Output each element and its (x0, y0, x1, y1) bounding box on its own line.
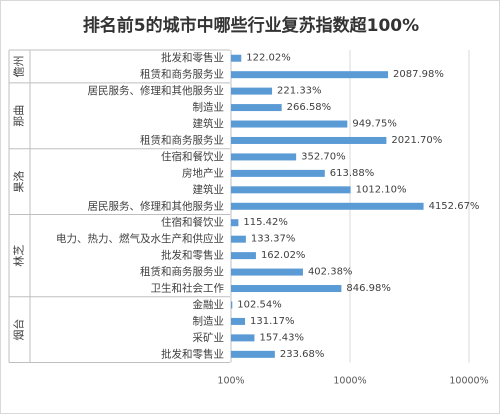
category-label: 批发和零售业 (161, 51, 224, 64)
category-label: 卫生和社会工作 (151, 282, 225, 295)
data-label: 115.42% (243, 217, 287, 228)
bar (231, 202, 424, 210)
data-label: 846.98% (346, 283, 391, 294)
category-label: 建筑业 (193, 183, 225, 196)
category-label: 租赁和商务服务业 (140, 265, 224, 278)
category-label: 批发和零售业 (161, 347, 224, 360)
bar (231, 186, 351, 194)
category-label: 金融业 (193, 298, 225, 311)
category-label: 采矿业 (193, 331, 225, 344)
bar (231, 120, 348, 128)
x-tick-label: 1000% (333, 376, 366, 387)
group-label: 那曲 (13, 105, 26, 127)
bar (231, 104, 282, 112)
group-label: 林芝 (12, 245, 26, 267)
category-label: 制造业 (193, 101, 225, 114)
x-tick-label: 100% (217, 376, 244, 387)
data-label: 352.70% (301, 151, 346, 162)
data-label: 949.75% (352, 119, 397, 130)
bar (231, 317, 246, 325)
group-label: 果洛 (12, 171, 26, 193)
category-label: 批发和零售业 (161, 249, 224, 262)
group-label: 烟台 (12, 319, 26, 341)
data-label: 2021.70% (391, 135, 442, 146)
bar (231, 268, 303, 276)
data-label: 122.02% (246, 53, 290, 64)
data-label: 4152.67% (429, 201, 480, 212)
data-label: 233.68% (280, 349, 325, 360)
category-label: 电力、热力、燃气及水生产和供应业 (56, 232, 224, 245)
category-label: 住宿和餐饮业 (161, 150, 224, 163)
bar (231, 301, 233, 309)
x-tick-label: 10000% (449, 376, 488, 387)
category-label: 住宿和餐饮业 (161, 216, 224, 229)
bar (231, 235, 246, 243)
group-label: 儋州 (13, 55, 26, 77)
data-label: 221.33% (277, 86, 322, 97)
chart-title: 排名前5的城市中哪些行业复苏指数超100% (82, 16, 420, 36)
data-label: 1012.10% (356, 184, 407, 195)
category-label: 居民服务、修理和其他服务业 (88, 84, 225, 97)
data-label: 2087.98% (393, 69, 444, 80)
data-label: 266.58% (287, 102, 332, 113)
bar (231, 252, 256, 260)
data-label: 131.17% (250, 316, 295, 327)
category-label: 租赁和商务服务业 (140, 68, 224, 81)
category-label: 居民服务、修理和其他服务业 (88, 199, 225, 212)
category-label: 租赁和商务服务业 (140, 133, 224, 146)
bar (231, 169, 325, 177)
bar (231, 350, 275, 358)
data-label: 162.02% (261, 250, 306, 261)
bar (231, 219, 239, 227)
category-label: 制造业 (193, 314, 225, 327)
bar (231, 136, 387, 144)
bar (231, 71, 389, 79)
data-label: 157.43% (259, 332, 304, 343)
bar (231, 87, 273, 95)
bar (231, 153, 297, 161)
data-label: 613.88% (330, 168, 375, 179)
data-label: 402.38% (308, 267, 353, 278)
bar (231, 334, 255, 342)
data-label: 102.54% (237, 299, 282, 310)
data-label: 133.37% (251, 234, 296, 245)
category-label: 房地产业 (182, 166, 224, 179)
bar (231, 54, 242, 62)
bar (231, 285, 342, 293)
category-label: 建筑业 (193, 117, 225, 130)
